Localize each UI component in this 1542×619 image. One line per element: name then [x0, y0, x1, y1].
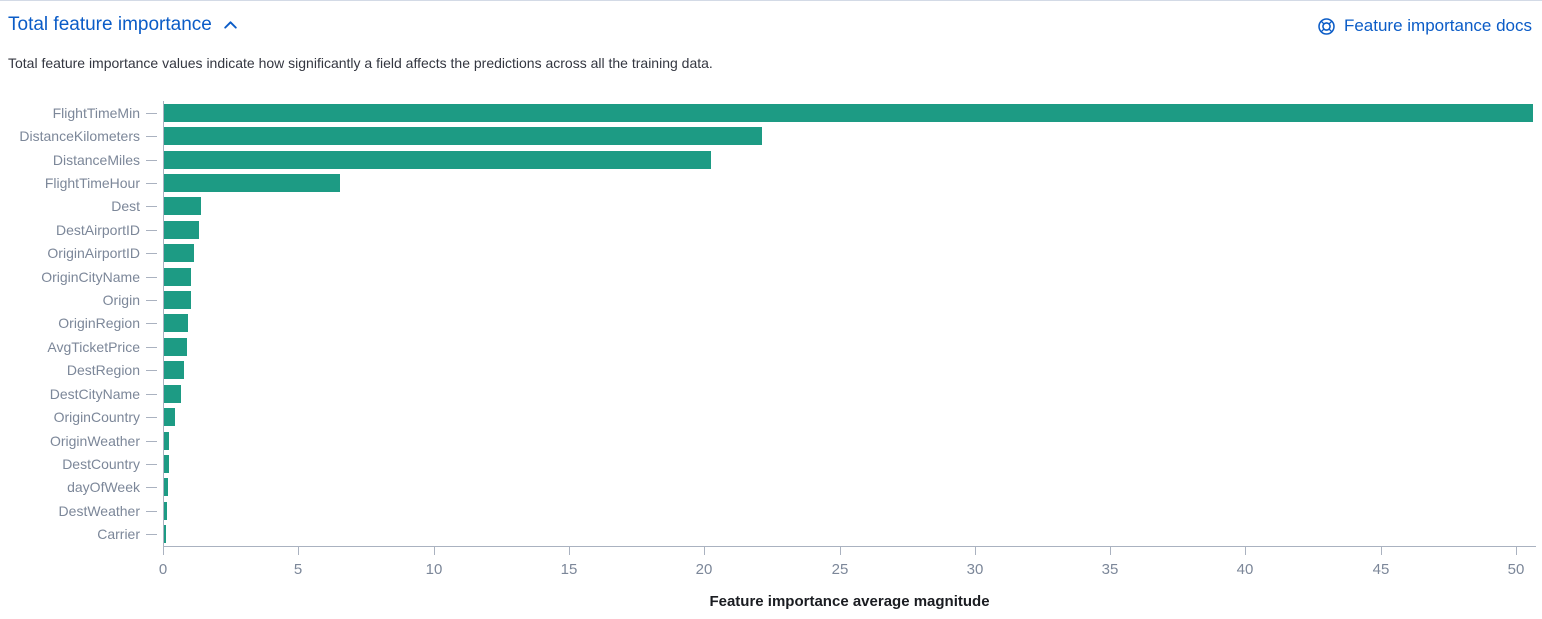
bar	[164, 127, 762, 145]
x-tick-label: 5	[293, 561, 303, 578]
x-tick-label: 15	[560, 561, 578, 578]
y-tick	[146, 230, 157, 231]
chevron-up-icon	[222, 17, 239, 34]
y-tick	[146, 136, 157, 137]
y-axis-label: AvgTicketPrice	[47, 338, 140, 355]
y-tick	[146, 253, 157, 254]
y-tick	[146, 534, 157, 535]
bar	[164, 197, 201, 215]
x-tick-label: 50	[1507, 561, 1525, 578]
bar	[164, 338, 187, 356]
bar	[164, 151, 711, 169]
y-tick	[146, 487, 157, 488]
y-axis-label: DestAirportID	[55, 221, 140, 238]
y-axis-label: dayOfWeek	[67, 479, 140, 496]
y-axis-label: DistanceKilometers	[19, 128, 140, 145]
y-tick	[146, 300, 157, 301]
y-axis-label: OriginCityName	[41, 268, 140, 285]
x-tick	[1110, 547, 1111, 555]
y-tick	[146, 464, 157, 465]
x-tick	[1381, 547, 1382, 555]
y-axis-label: FlightTimeHour	[44, 174, 140, 191]
y-axis-label: DestCountry	[62, 456, 140, 472]
y-axis-label: OriginCountry	[53, 409, 140, 426]
x-axis-line	[163, 546, 1536, 547]
y-tick	[146, 183, 157, 184]
bar	[164, 455, 169, 473]
y-tick	[146, 370, 157, 371]
bar	[164, 314, 189, 332]
bar	[164, 361, 184, 379]
x-tick-label: 30	[966, 561, 984, 578]
y-axis-label: OriginRegion	[58, 315, 140, 332]
y-tick	[146, 347, 157, 348]
y-tick	[146, 277, 157, 278]
x-tick	[975, 547, 976, 555]
x-tick-label: 40	[1236, 561, 1254, 578]
bar	[164, 525, 166, 543]
x-tick	[1516, 547, 1517, 555]
x-axis-title: Feature importance average magnitude	[709, 593, 990, 610]
x-tick-label: 0	[158, 561, 168, 578]
y-axis-line	[163, 101, 164, 546]
y-axis-label: FlightTimeMin	[52, 104, 140, 121]
x-tick-label: 45	[1372, 561, 1390, 578]
bar	[164, 291, 191, 309]
x-tick	[298, 547, 299, 555]
y-tick	[146, 394, 157, 395]
docs-link-label: Feature importance docs	[1343, 16, 1532, 35]
bar	[164, 221, 200, 239]
section-description: Total feature importance values indicate…	[8, 55, 713, 71]
y-tick	[146, 160, 157, 161]
bar	[164, 244, 194, 262]
x-tick	[163, 547, 164, 555]
x-tick-label: 10	[425, 561, 443, 578]
x-tick-label: 35	[1101, 561, 1119, 578]
y-tick	[146, 511, 157, 512]
bar	[164, 502, 168, 520]
bar	[164, 408, 176, 426]
x-tick	[1245, 547, 1246, 555]
y-axis-label: Carrier	[97, 526, 140, 543]
y-tick	[146, 417, 157, 418]
bar	[164, 385, 181, 403]
bar	[164, 478, 169, 496]
y-axis-label: OriginAirportID	[47, 245, 140, 262]
x-tick-label: 20	[695, 561, 713, 578]
y-axis-label: DistanceMiles	[52, 151, 140, 168]
y-axis-label: Origin	[102, 292, 140, 309]
x-tick-label: 25	[831, 561, 849, 578]
page-title: Total feature importance	[8, 14, 212, 35]
help-docs-icon	[1317, 17, 1336, 36]
y-tick	[146, 323, 157, 324]
bar	[164, 268, 192, 286]
y-axis-label: DestCityName	[49, 385, 140, 402]
y-tick	[146, 206, 157, 207]
x-tick	[840, 547, 841, 555]
x-tick	[704, 547, 705, 555]
y-axis-label: Dest	[111, 198, 140, 215]
y-axis-label: DestRegion	[66, 362, 140, 379]
bar	[164, 432, 170, 450]
y-tick	[146, 113, 157, 114]
x-tick	[569, 547, 570, 555]
y-axis-label: DestWeather	[58, 502, 140, 519]
y-axis-label: OriginWeather	[49, 432, 140, 449]
x-tick	[434, 547, 435, 555]
feature-importance-docs-link[interactable]: Feature importance docs	[1317, 15, 1532, 37]
y-tick	[146, 441, 157, 442]
bar	[164, 104, 1534, 122]
bar	[164, 174, 340, 192]
section-collapse-toggle[interactable]: Total feature importance	[8, 13, 239, 37]
